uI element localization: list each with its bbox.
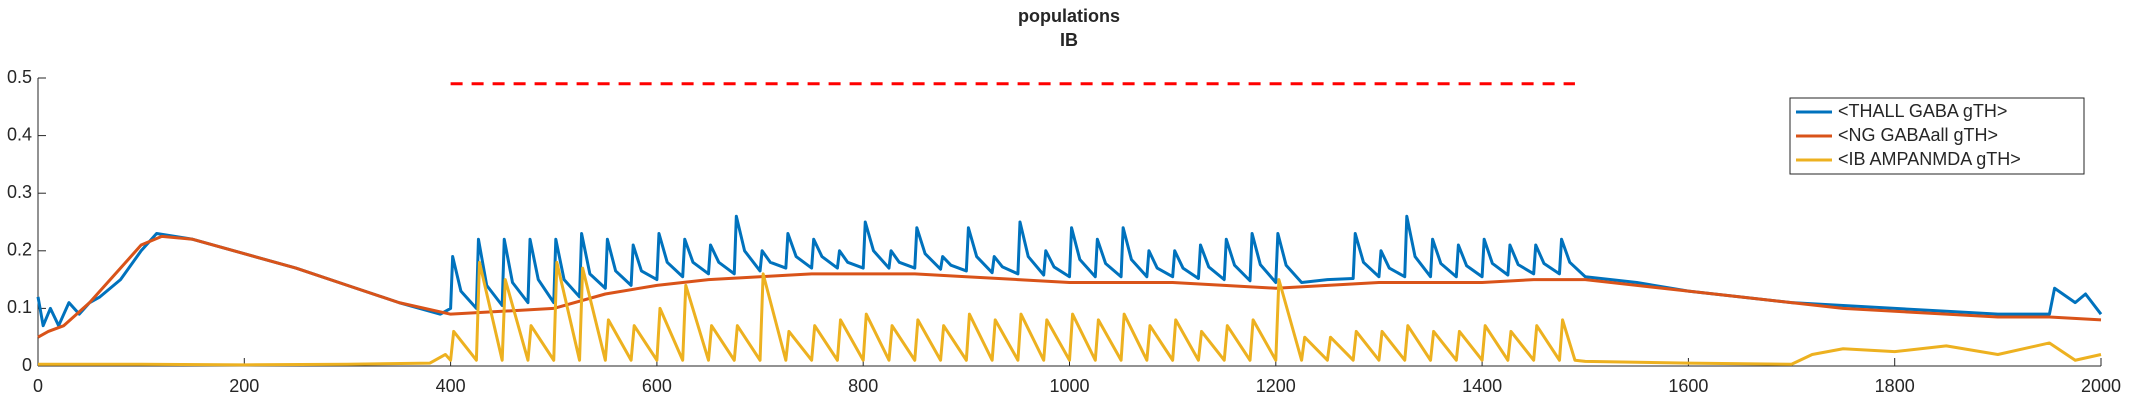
y-tick-label: 0.5	[7, 67, 32, 87]
x-tick-label: 1600	[1668, 376, 1708, 396]
y-tick-label: 0.4	[7, 124, 32, 144]
x-tick-label: 1200	[1256, 376, 1296, 396]
y-tick-label: 0.3	[7, 182, 32, 202]
series-line	[36, 214, 2103, 328]
series-line	[37, 234, 2102, 339]
x-tick-label: 800	[848, 376, 878, 396]
x-tick-label: 2000	[2081, 376, 2121, 396]
x-tick-label: 1000	[1049, 376, 1089, 396]
legend-box	[1789, 97, 2085, 175]
x-tick-label: 600	[642, 376, 672, 396]
x-tick-label: 1400	[1462, 376, 1502, 396]
series-line	[38, 260, 2102, 367]
chart-subtitle: IB	[1060, 30, 1078, 50]
y-tick-label: 0.1	[7, 297, 32, 317]
x-tick-label: 200	[229, 376, 259, 396]
legend-label: <IB AMPANMDA gTH>	[1838, 149, 2021, 169]
chart-title: populations	[1018, 6, 1120, 26]
x-tick-label: 1800	[1875, 376, 1915, 396]
y-tick-label: 0.2	[7, 240, 32, 260]
x-tick-label: 400	[436, 376, 466, 396]
legend-label: <THALL GABA gTH>	[1838, 101, 2007, 121]
x-tick-label: 0	[33, 376, 43, 396]
y-tick-label: 0	[22, 355, 32, 375]
legend-label: <NG GABAall gTH>	[1838, 125, 1998, 145]
